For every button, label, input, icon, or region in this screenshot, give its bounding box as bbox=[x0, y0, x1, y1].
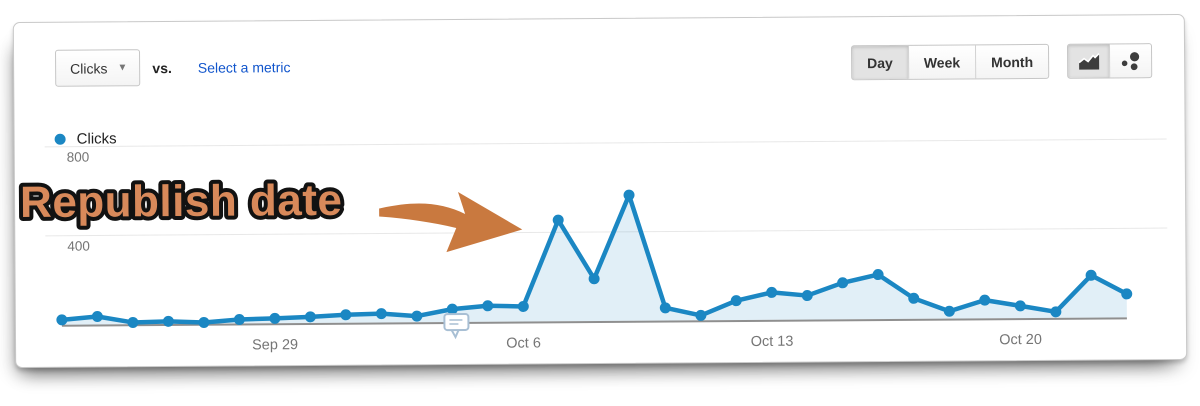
data-point-oct-9[interactable] bbox=[623, 189, 635, 201]
data-point-oct-11[interactable] bbox=[695, 309, 707, 321]
chart-legend: Clicks bbox=[54, 130, 117, 148]
chevron-down-icon: ▼ bbox=[117, 62, 128, 74]
data-point-oct-16[interactable] bbox=[872, 269, 884, 281]
x-tick-label-oct-6: Oct 6 bbox=[506, 335, 541, 351]
data-point-oct-22[interactable] bbox=[1085, 269, 1097, 281]
data-point-oct-3[interactable] bbox=[411, 310, 423, 322]
month-button[interactable]: Month bbox=[975, 44, 1049, 79]
data-point-oct-18[interactable] bbox=[943, 305, 955, 317]
chart-type-button-group bbox=[1066, 43, 1153, 79]
data-point-sep-28[interactable] bbox=[233, 314, 245, 326]
select-a-metric-link[interactable]: Select a metric bbox=[197, 58, 291, 76]
granularity-button-group: Day Week Month bbox=[850, 43, 1050, 81]
data-point-oct-23[interactable] bbox=[1121, 288, 1133, 300]
data-point-oct-19[interactable] bbox=[979, 294, 991, 306]
data-point-oct-20[interactable] bbox=[1014, 300, 1026, 312]
line-chart-icon bbox=[1078, 52, 1100, 70]
data-point-sep-27[interactable] bbox=[198, 316, 210, 328]
metric-dropdown[interactable]: Clicks ▼ bbox=[55, 49, 141, 87]
gridline-400 bbox=[45, 227, 1168, 237]
x-tick-label-sep-29: Sep 29 bbox=[252, 337, 298, 353]
gridline-800 bbox=[44, 138, 1167, 148]
data-point-oct-14[interactable] bbox=[801, 290, 813, 302]
data-point-oct-15[interactable] bbox=[837, 277, 849, 289]
y-tick-label-800: 800 bbox=[67, 150, 90, 165]
day-button[interactable]: Day bbox=[851, 45, 908, 80]
data-point-oct-13[interactable] bbox=[766, 286, 778, 298]
motion-chart-button[interactable] bbox=[1108, 44, 1152, 78]
motion-chart-icon bbox=[1121, 51, 1139, 70]
x-tick-label-oct-13: Oct 13 bbox=[751, 334, 794, 350]
data-point-oct-8[interactable] bbox=[588, 273, 600, 285]
data-point-sep-24[interactable] bbox=[91, 311, 103, 323]
data-point-oct-12[interactable] bbox=[730, 295, 742, 307]
data-point-sep-26[interactable] bbox=[162, 315, 174, 327]
data-point-oct-6[interactable] bbox=[517, 300, 529, 312]
data-point-sep-23[interactable] bbox=[56, 314, 68, 326]
data-point-sep-25[interactable] bbox=[127, 316, 139, 328]
data-point-oct-2[interactable] bbox=[375, 308, 387, 320]
line-chart-button[interactable] bbox=[1067, 44, 1110, 78]
data-point-sep-30[interactable] bbox=[304, 311, 316, 323]
data-point-oct-17[interactable] bbox=[908, 292, 920, 304]
data-point-oct-10[interactable] bbox=[659, 302, 671, 314]
data-point-oct-7[interactable] bbox=[552, 214, 564, 226]
y-tick-label-400: 400 bbox=[67, 239, 90, 254]
clicks-area-fill bbox=[61, 195, 1127, 325]
data-point-sep-29[interactable] bbox=[269, 312, 281, 324]
vs-label: vs. bbox=[152, 59, 172, 76]
data-point-oct-4[interactable] bbox=[446, 303, 458, 315]
republish-date-text: Republish date bbox=[20, 176, 343, 227]
annotation-marker-icon[interactable] bbox=[443, 312, 470, 332]
metric-dropdown-label: Clicks bbox=[70, 59, 108, 77]
week-button[interactable]: Week bbox=[907, 45, 976, 79]
annotation-arrow-icon bbox=[379, 191, 523, 253]
chart-toolbar: Clicks ▼ vs. Select a metric Day Week Mo… bbox=[14, 42, 1184, 87]
republish-date-annotation: Republish date bbox=[16, 172, 347, 231]
data-point-oct-1[interactable] bbox=[340, 309, 352, 321]
clicks-series-dot-icon bbox=[54, 133, 66, 145]
analytics-chart-card: 400 800 Sep 29 Oct 6 Oct 13 Oct 20 Clicks ▼ v… bbox=[12, 13, 1188, 369]
data-point-oct-5[interactable] bbox=[482, 300, 494, 312]
data-point-oct-21[interactable] bbox=[1050, 306, 1062, 318]
x-tick-label-oct-20: Oct 20 bbox=[999, 332, 1042, 348]
clicks-series-label: Clicks bbox=[76, 130, 117, 148]
clicks-time-series-chart: 400 800 Sep 29 Oct 6 Oct 13 Oct 20 bbox=[44, 138, 1168, 353]
